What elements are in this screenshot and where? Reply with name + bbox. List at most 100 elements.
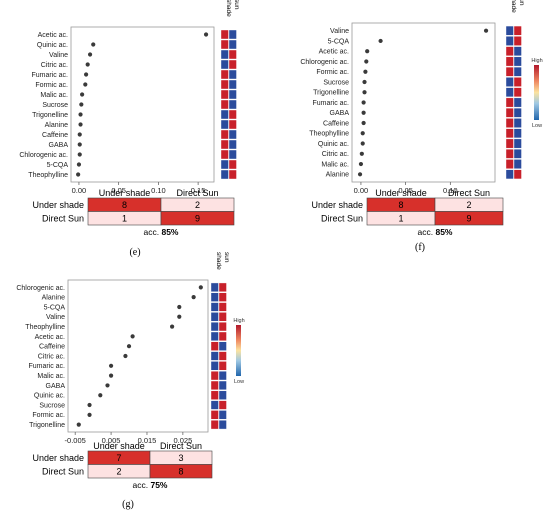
legend-high-label: High [233, 318, 244, 324]
confusion-value: 9 [195, 214, 200, 224]
heat-cell-sun [228, 169, 237, 180]
heat-cell-shade [220, 39, 229, 50]
heat-cell-shade [220, 59, 229, 70]
confusion-column-label: Under shade [375, 188, 427, 198]
heat-cell-sun [218, 351, 227, 361]
plot-frame [351, 22, 496, 183]
heat-cell-sun [513, 128, 522, 139]
confusion-value: 9 [466, 214, 471, 224]
confusion-column-label: Under shade [93, 441, 145, 451]
confusion-value: 8 [122, 200, 127, 210]
heat-cell-sun [228, 49, 237, 60]
accuracy-text: acc. 85% [144, 227, 179, 237]
accuracy-prefix: acc. [144, 227, 162, 237]
heat-cell-shade [505, 118, 514, 128]
feature-label: Caffeine [323, 120, 349, 127]
heat-cell-sun [218, 361, 227, 371]
x-tick-label: 0.015 [138, 436, 157, 445]
heat-header-sun: sun [223, 252, 230, 263]
heat-cell-shade [220, 129, 229, 140]
heat-cell-shade [220, 119, 229, 130]
vip-point [77, 142, 82, 147]
heat-cell-sun [218, 331, 227, 341]
feature-label: Formic ac. [35, 82, 68, 89]
vip-point [78, 112, 83, 117]
confusion-value: 8 [178, 467, 183, 477]
feature-label: Alanine [42, 295, 65, 302]
accuracy-text: acc. 75% [133, 480, 168, 490]
heat-cell-sun [228, 79, 237, 90]
heat-cell-shade [505, 46, 514, 57]
feature-label: Trigonelline [29, 422, 65, 429]
vip-point [177, 304, 182, 310]
confusion-column-label: Direct Sun [448, 188, 490, 198]
confusion-value: 2 [466, 200, 471, 210]
feature-label: Malic ac. [40, 92, 68, 99]
heat-cell-shade [210, 321, 219, 332]
vip-point [85, 62, 90, 67]
heat-cell-sun [513, 118, 522, 128]
vip-point [98, 393, 103, 398]
heat-cell-shade [505, 148, 514, 159]
vip-point [105, 383, 110, 388]
heat-cell-sun [228, 89, 237, 100]
vip-point [91, 42, 96, 47]
vip-point [362, 79, 367, 85]
heat-cell-shade [505, 159, 514, 169]
heat-cell-shade [220, 169, 229, 180]
heat-cell-sun [218, 282, 227, 292]
vip-point [198, 285, 203, 290]
heat-cell-shade [220, 99, 229, 110]
heat-cell-shade [505, 56, 514, 67]
heat-cell-sun [228, 109, 237, 120]
feature-label: Malic ac. [37, 373, 65, 380]
accuracy-value: 85% [161, 227, 178, 237]
heat-cell-sun [513, 77, 522, 87]
x-tick-label: 0.025 [173, 436, 192, 445]
feature-label: Quinic ac. [318, 141, 349, 148]
feature-label: Trigonelline [313, 90, 349, 97]
heat-cell-sun [513, 159, 522, 169]
x-tick-label: 0.10 [151, 186, 166, 195]
heat-cell-sun [228, 119, 237, 130]
vip-point [358, 161, 364, 167]
confusion-row-label: Direct Sun [42, 213, 84, 223]
feature-label: Sucrose [323, 79, 349, 86]
vip-point [83, 72, 89, 77]
x-tick-label: 0.10 [443, 186, 458, 195]
x-tick-label: 0.05 [111, 186, 126, 195]
vip-point [87, 402, 92, 408]
heat-cell-sun [218, 380, 227, 391]
feature-label: Sucrose [39, 402, 65, 409]
confusion-cell [434, 211, 504, 226]
heat-cell-shade [210, 302, 219, 312]
accuracy-prefix: acc. [133, 480, 151, 490]
heat-cell-shade [210, 400, 219, 410]
x-tick-label: -0.005 [65, 436, 86, 445]
vip-point [357, 172, 363, 177]
feature-label: Alanine [45, 122, 68, 129]
heat-cell-shade [210, 282, 219, 292]
heat-cell-sun [513, 169, 522, 180]
confusion-column-label: Direct Sun [160, 441, 202, 451]
heat-cell-shade [220, 89, 229, 100]
vip-point [361, 110, 366, 115]
heat-cell-shade [505, 138, 514, 149]
heat-cell-shade [505, 97, 514, 108]
heat-cell-shade [210, 410, 219, 420]
accuracy-prefix: acc. [418, 227, 436, 237]
heat-cell-sun [218, 371, 227, 381]
feature-label: Acetic ac. [38, 32, 68, 39]
heat-cell-sun [228, 99, 237, 110]
confusion-row-label: Under shade [32, 453, 84, 463]
heat-cell-shade [220, 69, 229, 80]
heat-cell-shade [210, 361, 219, 371]
heat-header-shade: shade [225, 0, 232, 17]
heat-cell-sun [218, 400, 227, 410]
heat-cell-sun [513, 97, 522, 108]
heat-cell-sun [513, 36, 522, 46]
heat-cell-sun [513, 25, 522, 36]
heat-cell-shade [220, 159, 229, 170]
heat-cell-sun [218, 410, 227, 420]
